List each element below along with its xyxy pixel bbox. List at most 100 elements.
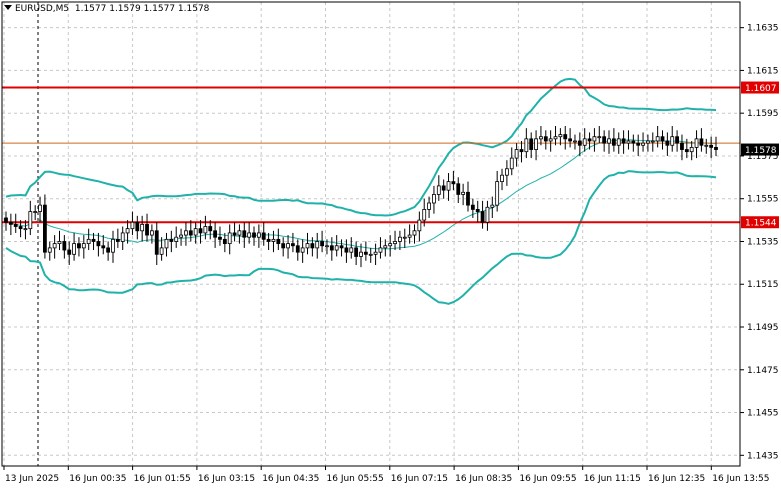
candle-body xyxy=(81,243,86,249)
candle-body xyxy=(72,243,76,255)
support-level-tag xyxy=(741,216,779,229)
candle-body xyxy=(96,241,101,247)
candle-body xyxy=(684,149,689,153)
candle-body xyxy=(222,238,227,245)
candle-body xyxy=(179,234,183,238)
candle-body xyxy=(242,230,247,238)
candle-body xyxy=(388,243,393,247)
candle-body xyxy=(344,247,349,253)
candle-body xyxy=(43,204,47,253)
candle-body xyxy=(592,136,597,142)
x-tick-label: 16 Jun 13:55 xyxy=(712,474,769,484)
candle-body xyxy=(616,138,621,146)
candle-body xyxy=(631,140,636,144)
candle-body xyxy=(334,245,339,251)
candle-body xyxy=(456,183,461,195)
candle-body xyxy=(461,191,466,195)
candle-body xyxy=(646,140,650,144)
candle-body xyxy=(237,230,242,236)
candle-body xyxy=(18,226,23,230)
candle-body xyxy=(184,230,188,236)
y-tick-label: 1.1475 xyxy=(747,366,779,376)
candle-body xyxy=(218,236,222,240)
y-tick-label: 1.1435 xyxy=(747,451,779,461)
resistance-level-label: 1.1607 xyxy=(745,84,777,94)
support-level-label: 1.1544 xyxy=(745,219,777,229)
candle-body xyxy=(432,194,436,204)
candle-body xyxy=(534,138,538,150)
candle-body xyxy=(164,238,169,249)
candle-body xyxy=(539,136,543,140)
candle-body xyxy=(529,138,534,150)
candle-body xyxy=(271,238,276,242)
candle-body xyxy=(446,181,451,191)
x-tick-label: 16 Jun 05:55 xyxy=(327,474,384,484)
candle-body xyxy=(291,243,295,247)
candle-body xyxy=(422,209,427,221)
symbol-label: EURUSD,M5 xyxy=(15,4,70,14)
candle-body xyxy=(407,234,412,238)
candle-body xyxy=(101,245,106,249)
x-tick-label: 16 Jun 00:35 xyxy=(69,474,126,484)
candle-body xyxy=(120,232,125,242)
candle-body xyxy=(159,247,164,255)
candle-body xyxy=(115,238,120,242)
candle-body xyxy=(441,185,446,191)
candle-body xyxy=(500,174,504,183)
candlesticks xyxy=(4,126,718,268)
y-tick-label: 1.1455 xyxy=(747,409,779,419)
candle-body xyxy=(213,230,218,238)
candle-body xyxy=(694,138,699,148)
y-tick-label: 1.1615 xyxy=(747,66,779,76)
candle-body xyxy=(558,134,563,138)
candle-body xyxy=(198,228,203,234)
candle-body xyxy=(359,251,363,257)
x-tick-label: 13 Jun 2025 xyxy=(5,474,59,484)
candle-body xyxy=(378,247,383,253)
candle-body xyxy=(451,181,456,185)
candle-body xyxy=(368,253,373,256)
candle-body xyxy=(154,230,159,255)
x-tick-label: 16 Jun 04:35 xyxy=(262,474,319,484)
candle-body xyxy=(106,247,111,253)
chart-menu-icon[interactable] xyxy=(4,5,12,10)
candle-body xyxy=(57,241,62,245)
candle-body xyxy=(393,241,397,245)
candle-body xyxy=(203,226,208,234)
candle-body xyxy=(281,243,286,249)
candle-body xyxy=(543,136,548,142)
candle-body xyxy=(227,232,232,245)
candle-body xyxy=(398,236,402,242)
candle-body xyxy=(519,149,524,153)
candle-body xyxy=(305,243,310,249)
candle-body xyxy=(563,134,568,140)
candle-body xyxy=(611,138,616,146)
candle-body xyxy=(660,136,665,142)
y-tick-label: 1.1515 xyxy=(747,280,779,290)
candle-body xyxy=(577,140,582,146)
candle-body xyxy=(485,206,490,223)
candle-body xyxy=(208,226,213,232)
candle-body xyxy=(62,241,67,251)
candle-body xyxy=(655,136,660,142)
candle-body xyxy=(480,211,485,223)
candle-body xyxy=(276,238,281,245)
candle-body xyxy=(354,247,359,257)
upper-band-line xyxy=(5,77,717,217)
candle-body xyxy=(636,142,641,146)
candle-body xyxy=(145,223,149,236)
y-tick-label: 1.1495 xyxy=(747,323,779,333)
candle-body xyxy=(553,136,558,140)
candle-body xyxy=(709,144,714,148)
candle-body xyxy=(650,140,655,143)
candle-body xyxy=(77,243,81,249)
candle-body xyxy=(295,245,300,253)
candle-body xyxy=(247,232,252,238)
candle-body xyxy=(169,238,174,242)
candle-body xyxy=(402,236,407,239)
candle-body xyxy=(38,204,42,212)
horizontal-levels[interactable]: 1.1607 1.1544 1.1578 xyxy=(2,81,779,229)
